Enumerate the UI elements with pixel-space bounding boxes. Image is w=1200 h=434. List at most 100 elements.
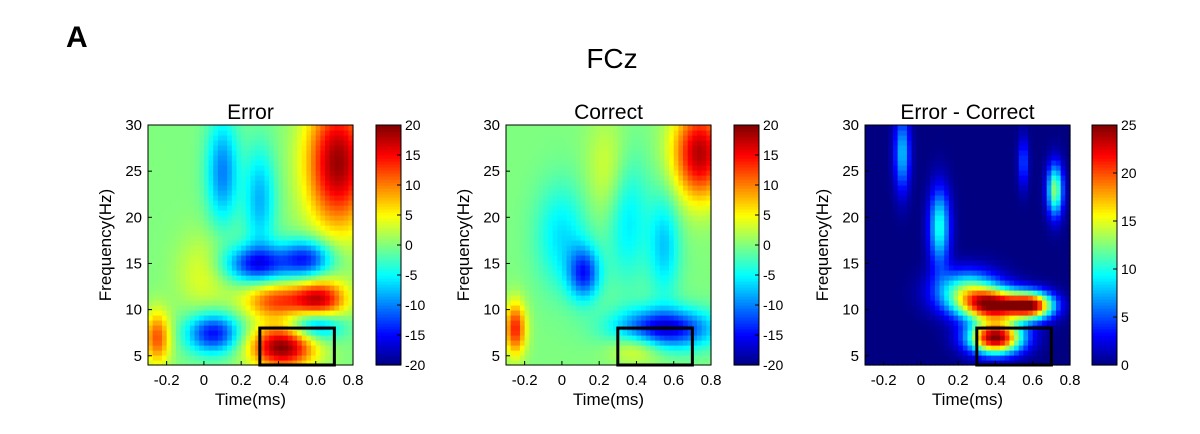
heatmap-cell <box>902 340 907 346</box>
heatmap-cell <box>870 240 875 246</box>
heatmap-cell <box>529 340 534 346</box>
heatmap-cell <box>306 175 311 181</box>
heatmap-cell <box>655 305 660 311</box>
heatmap-cell <box>893 295 898 301</box>
heatmap-cell <box>344 180 349 186</box>
heatmap-cell <box>618 150 623 156</box>
heatmap-cell <box>237 205 242 211</box>
heatmap-cell <box>585 335 590 341</box>
heatmap-cell <box>907 220 912 226</box>
heatmap-cell <box>674 245 679 251</box>
heatmap-cell <box>697 150 702 156</box>
heatmap-cell <box>557 220 562 226</box>
heatmap-cell <box>232 200 237 206</box>
heatmap-cell <box>641 135 646 141</box>
heatmap-cell <box>683 165 688 171</box>
heatmap-cell <box>879 135 884 141</box>
heatmap-cell <box>562 255 567 261</box>
heatmap-cell <box>311 200 316 206</box>
heatmap-cell <box>209 220 214 226</box>
heatmap-cell <box>297 175 302 181</box>
heatmap-cell <box>213 185 218 191</box>
heatmap-cell <box>278 340 283 346</box>
heatmap-cell <box>599 260 604 266</box>
heatmap-cell <box>678 240 683 246</box>
heatmap-cell <box>692 225 697 231</box>
heatmap-cell <box>664 250 669 256</box>
heatmap-cell <box>195 130 200 136</box>
heatmap-cell <box>167 135 172 141</box>
heatmap-cell <box>320 240 325 246</box>
heatmap-cell <box>893 140 898 146</box>
heatmap-cell <box>297 355 302 361</box>
heatmap-cell <box>283 315 288 321</box>
heatmap-cell <box>306 315 311 321</box>
heatmap-cell <box>339 325 344 331</box>
heatmap-cell <box>297 270 302 276</box>
heatmap-cell <box>506 245 511 251</box>
heatmap-cell <box>543 335 548 341</box>
heatmap-cell <box>181 280 186 286</box>
heatmap-cell <box>646 145 651 151</box>
heatmap-cell <box>162 355 167 361</box>
heatmap-cell <box>562 315 567 321</box>
heatmap-cell <box>525 335 530 341</box>
heatmap-cell <box>204 185 209 191</box>
heatmap-cell <box>613 150 618 156</box>
heatmap-cell <box>529 355 534 361</box>
heatmap-cell <box>898 215 903 221</box>
heatmap-cell <box>241 325 246 331</box>
heatmap-cell <box>604 325 609 331</box>
heatmap-cell <box>641 330 646 336</box>
heatmap-cell <box>609 330 614 336</box>
heatmap-cell <box>246 220 251 226</box>
heatmap-cell <box>297 260 302 266</box>
heatmap-cell <box>888 230 893 236</box>
heatmap-cell <box>553 345 558 351</box>
heatmap-cell <box>246 230 251 236</box>
heatmap-cell <box>306 200 311 206</box>
heatmap-cell <box>888 320 893 326</box>
heatmap-cell <box>157 270 162 276</box>
heatmap-cell <box>650 280 655 286</box>
heatmap-cell <box>636 310 641 316</box>
heatmap-cell <box>893 150 898 156</box>
heatmap-cell <box>865 345 870 351</box>
heatmap-cell <box>316 175 321 181</box>
heatmap-cell <box>190 175 195 181</box>
heatmap-cell <box>907 295 912 301</box>
heatmap-cell <box>683 320 688 326</box>
heatmap-cell <box>302 145 307 151</box>
heatmap-cell <box>316 195 321 201</box>
heatmap-cell <box>209 170 214 176</box>
heatmap-cell <box>599 185 604 191</box>
heatmap-cell <box>278 160 283 166</box>
heatmap-cell <box>571 340 576 346</box>
heatmap-cell <box>311 170 316 176</box>
heatmap-cell <box>260 220 265 226</box>
heatmap-cell <box>632 305 637 311</box>
heatmap-cell <box>167 145 172 151</box>
heatmap-cell <box>534 325 539 331</box>
heatmap-cell <box>204 165 209 171</box>
heatmap-cell <box>697 175 702 181</box>
heatmap-cell <box>209 300 214 306</box>
heatmap-cell <box>557 280 562 286</box>
heatmap-cell <box>162 135 167 141</box>
heatmap-cell <box>636 260 641 266</box>
heatmap-cell <box>622 155 627 161</box>
heatmap-cell <box>907 210 912 216</box>
heatmap-cell <box>330 200 335 206</box>
heatmap-cell <box>632 125 637 131</box>
heatmap-cell <box>218 205 223 211</box>
heatmap-cell <box>534 205 539 211</box>
heatmap-cell <box>660 345 665 351</box>
heatmap-cell <box>269 340 274 346</box>
heatmap-cell <box>176 135 181 141</box>
heatmap-cell <box>176 185 181 191</box>
heatmap-cell <box>325 145 330 151</box>
heatmap-cell <box>702 310 707 316</box>
heatmap-cell <box>325 155 330 161</box>
heatmap-cell <box>683 205 688 211</box>
heatmap-cell <box>153 145 158 151</box>
